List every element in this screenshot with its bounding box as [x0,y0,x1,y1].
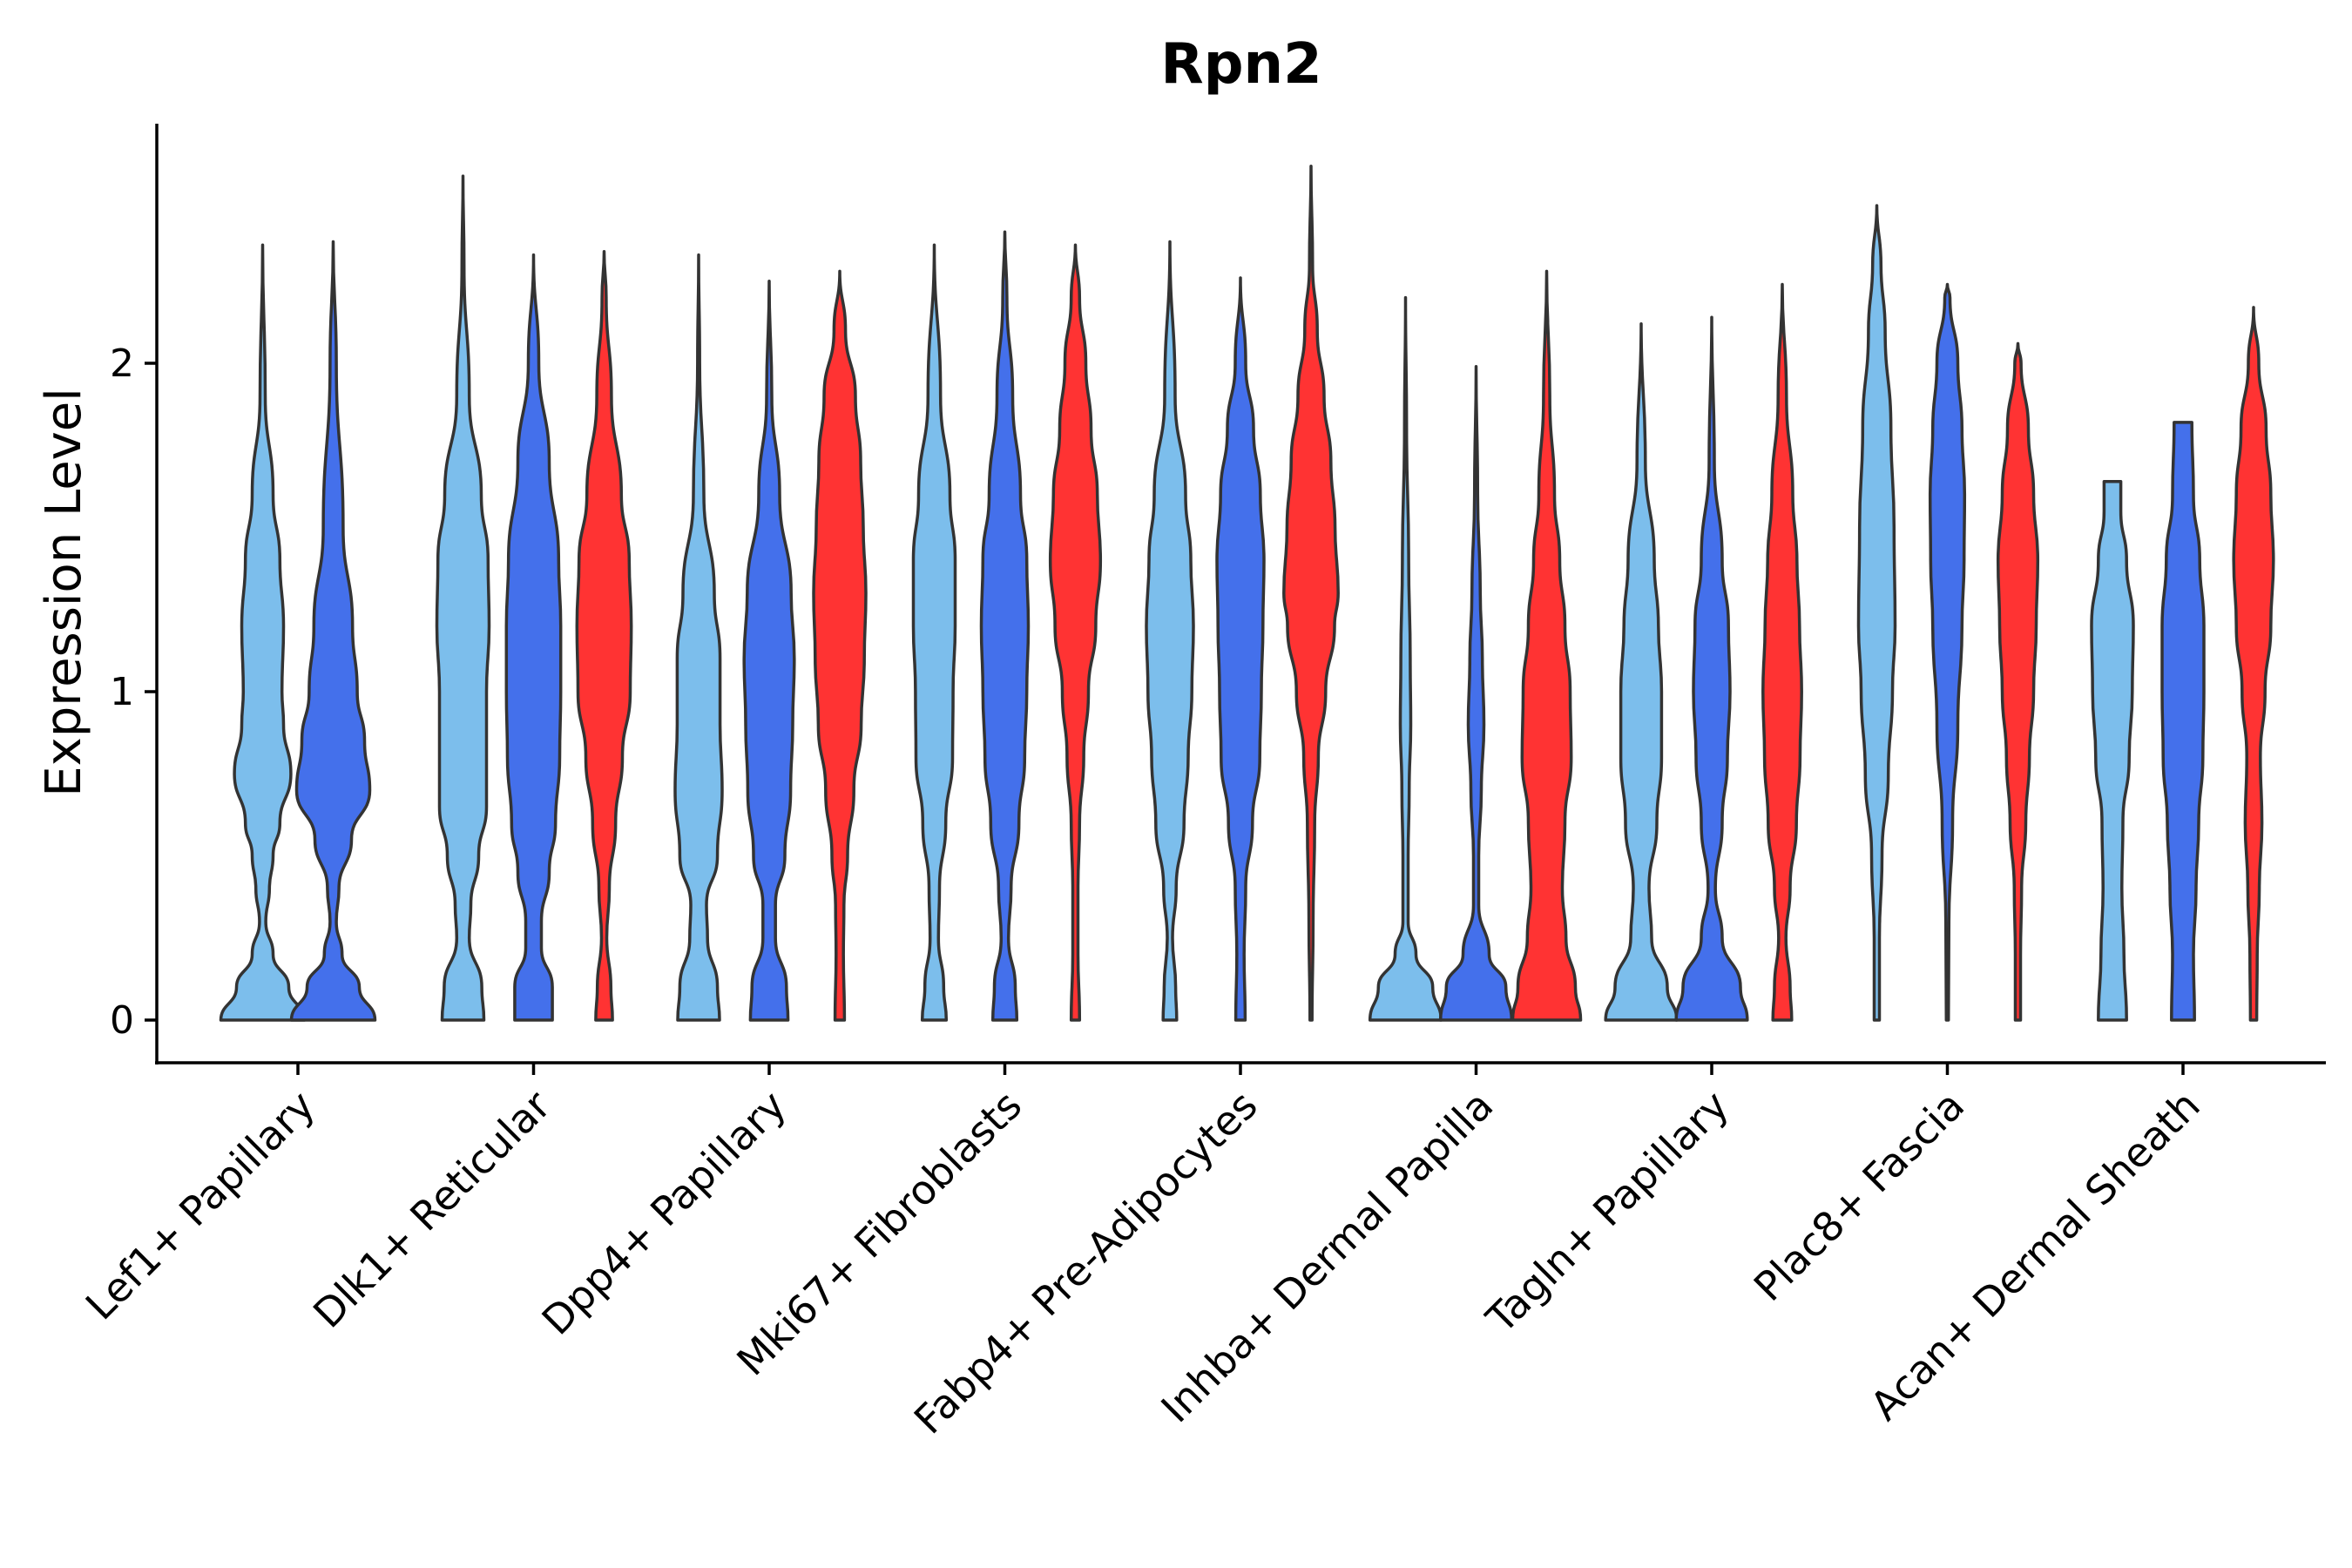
violin-light [435,174,491,1022]
violin-red [1511,269,1583,1022]
y-tick-label: 2 [110,341,134,386]
violin-blue [979,230,1031,1022]
violin-light [1604,322,1679,1022]
violin-blue [1438,365,1514,1022]
violin-layer [219,165,2275,1022]
y-tick-label: 1 [110,670,134,714]
violin-red [1996,341,2040,1022]
violin-red [1761,282,1803,1022]
violin-blue [2160,421,2206,1022]
violin-blue [1215,276,1266,1022]
violin-blue [742,280,796,1022]
violin-red [2232,306,2275,1022]
x-tick-label: Plac8+ Fascia [1745,1082,1973,1310]
x-tick-label: Lef1+ Papillary [77,1082,324,1329]
violin-blue [1674,315,1749,1022]
violin-light [1145,240,1195,1022]
x-tick-label: Tagln+ Papillary [1477,1082,1738,1343]
y-ticks: 0 1 2 [110,341,157,1043]
violin-blue [1928,282,1967,1022]
y-tick-label: 0 [110,998,134,1043]
violin-red [1048,243,1103,1022]
violin-blue [289,240,377,1022]
x-tick-label: Dlk1+ Reticular [304,1082,559,1337]
violin-red [575,250,633,1022]
chart-title: Rpn2 [1160,32,1321,97]
violin-light [2090,479,2135,1022]
violin-red [1282,165,1340,1022]
violin-light [1368,295,1443,1022]
violin-light [1856,204,1897,1022]
x-tick-label: Dpp4+ Papillary [533,1082,795,1344]
violin-light [911,243,957,1022]
y-axis-label: Expression Level [36,388,92,797]
violin-light [219,243,307,1022]
violin-red [812,269,868,1022]
violin-light [673,253,724,1022]
violin-blue [504,253,563,1022]
